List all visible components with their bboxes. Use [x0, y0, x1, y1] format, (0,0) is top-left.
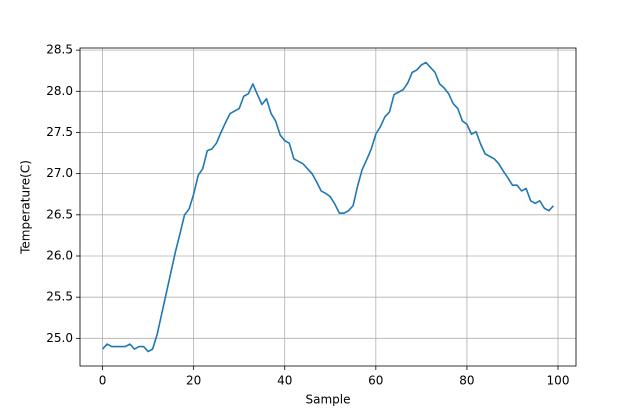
x-tick-label: 80 [459, 374, 474, 388]
data-line [101, 61, 555, 353]
x-tick-label: 0 [99, 374, 107, 388]
y-tick-label: 25.5 [46, 290, 73, 304]
y-tick-label: 27.0 [46, 166, 73, 180]
y-tick-label: 26.0 [46, 248, 73, 262]
x-tick-label: 40 [277, 374, 292, 388]
y-tick-label: 28.0 [46, 84, 73, 98]
x-axis-label: Sample [306, 393, 351, 407]
y-tick-label: 28.5 [46, 43, 73, 57]
y-tick-label: 25.0 [46, 331, 73, 345]
y-axis-label: Temperature(C) [19, 160, 33, 255]
x-tick-label: 60 [368, 374, 383, 388]
y-tick-label: 27.5 [46, 125, 73, 139]
x-tick-label: 20 [186, 374, 201, 388]
plot-frame [79, 47, 577, 367]
x-tick-label: 100 [547, 374, 570, 388]
y-tick-label: 26.5 [46, 207, 73, 221]
